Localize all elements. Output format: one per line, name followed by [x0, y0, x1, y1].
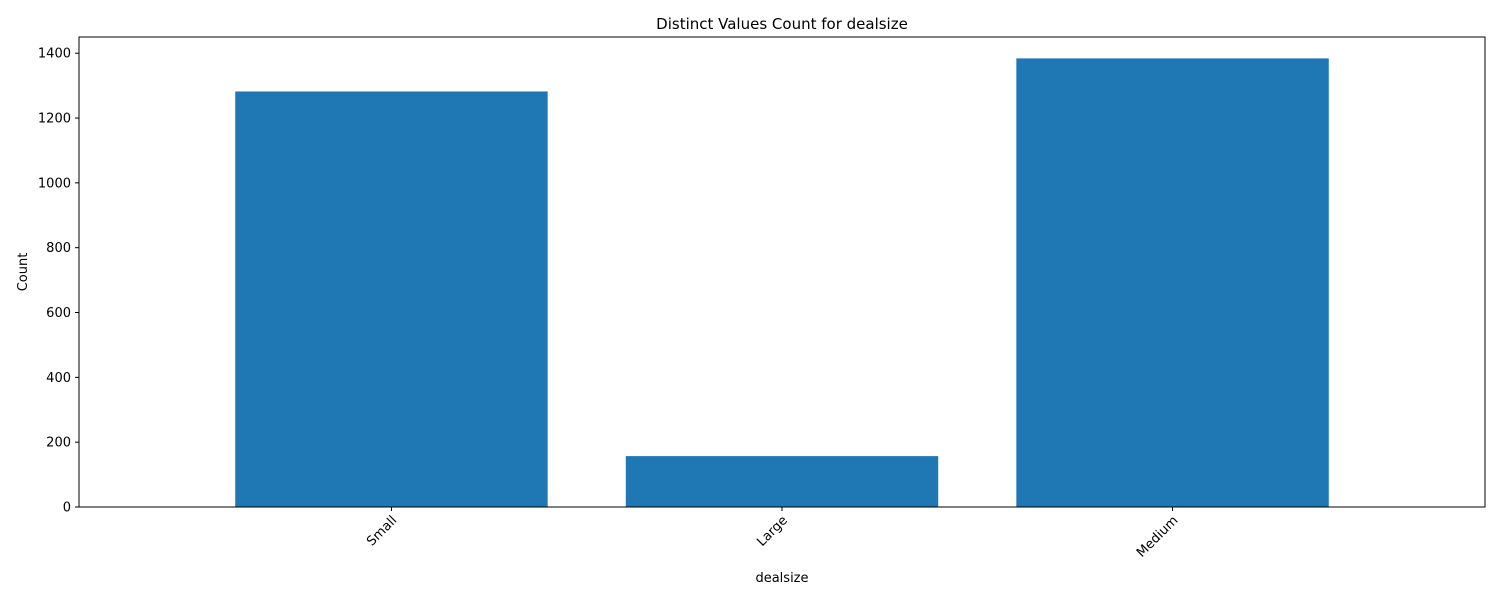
x-tick-label: Large	[754, 513, 790, 549]
bars-group	[235, 58, 1329, 508]
bar-medium	[1016, 58, 1329, 508]
y-tick-label: 400	[46, 371, 71, 386]
y-axis: 0 200 400 600 800 1000 1200 1400	[38, 47, 79, 516]
y-tick-label: 1000	[38, 176, 71, 191]
bar-large	[625, 456, 939, 507]
x-tick-label: Medium	[1134, 513, 1181, 560]
x-axis: Small Large Medium	[364, 507, 1181, 561]
y-tick-label: 0	[63, 501, 71, 516]
y-tick-label: 800	[46, 241, 71, 256]
y-tick-label: 200	[46, 436, 71, 451]
y-tick-label: 1200	[38, 112, 71, 127]
bar-small	[235, 91, 548, 507]
y-tick-label: 600	[46, 306, 71, 321]
y-tick-label: 1400	[38, 47, 71, 62]
x-axis-label: dealsize	[755, 571, 808, 586]
y-axis-label: Count	[16, 253, 31, 292]
chart-title: Distinct Values Count for dealsize	[656, 15, 908, 33]
x-tick-label: Small	[364, 513, 400, 549]
plot-frame	[78, 36, 1486, 508]
